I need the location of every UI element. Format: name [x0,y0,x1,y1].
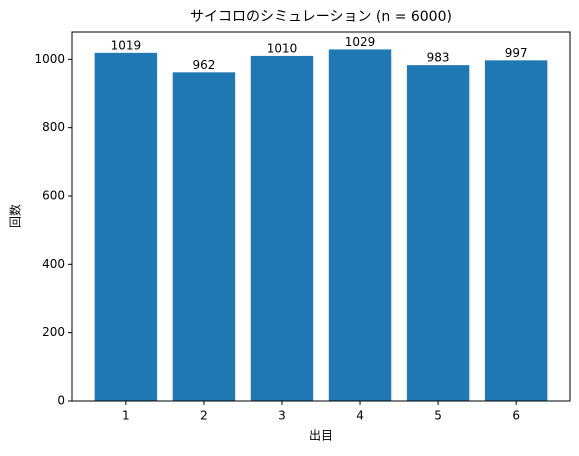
chart-title: サイコロのシミュレーション (n = 6000) [190,9,452,25]
bar [94,52,158,401]
value-label: 983 [427,51,450,65]
x-tick-label: 5 [434,409,442,423]
x-tick-label: 2 [200,409,208,423]
value-label: 997 [505,46,528,60]
y-tick-label: 600 [42,189,65,203]
y-tick-label: 0 [57,394,65,408]
x-tick-label: 1 [122,409,130,423]
x-tick-label: 3 [278,409,286,423]
bar [484,60,548,401]
x-axis-label: 出目 [309,429,333,443]
x-tick-label: 6 [512,409,520,423]
y-tick-label: 1000 [34,52,65,66]
bar [406,65,470,402]
value-label: 1029 [345,35,376,49]
bar [328,49,392,402]
bar [172,72,236,402]
value-label: 1019 [111,38,142,52]
x-tick-label: 4 [356,409,364,423]
value-label: 962 [192,58,215,72]
y-tick-label: 200 [42,325,65,339]
y-axis-label: 回数 [8,204,23,228]
value-label: 1010 [267,41,298,55]
plot-frame [71,31,571,402]
y-tick-label: 800 [42,120,65,134]
bar [250,55,314,402]
y-tick-label: 400 [42,257,65,271]
